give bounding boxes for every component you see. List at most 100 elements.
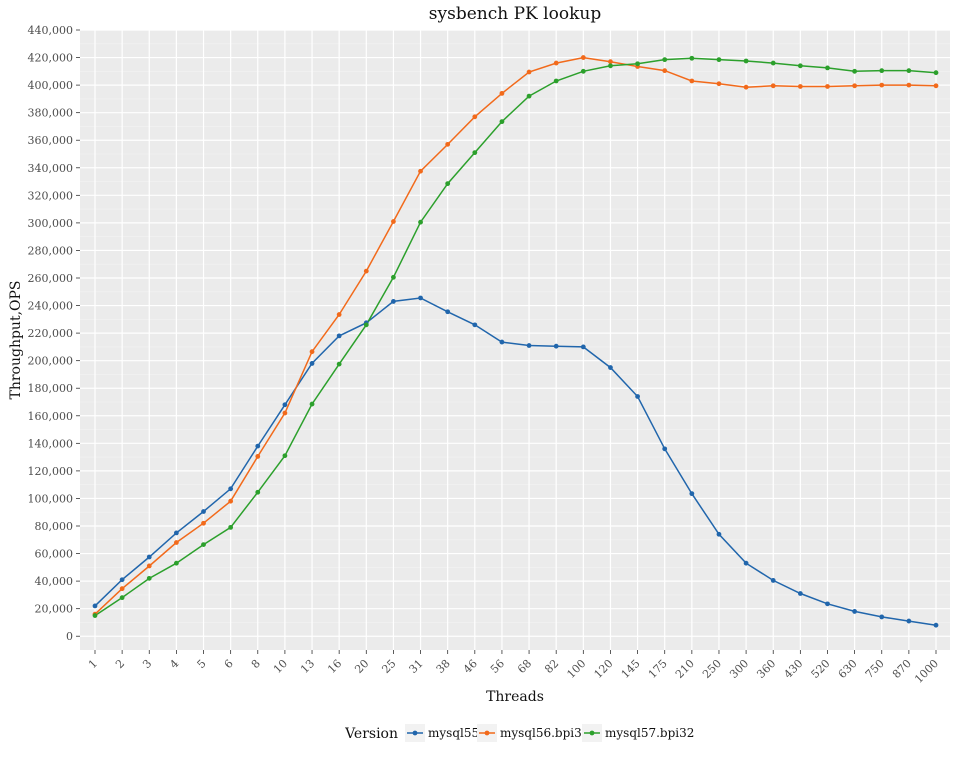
plot-panel (80, 30, 950, 650)
data-point-mysql55 (906, 618, 912, 624)
data-point-mysql55 (608, 365, 613, 370)
data-point-mysql56-bpi32 (445, 141, 451, 147)
y-tick-label: 100,000 (28, 492, 74, 505)
data-point-mysql55 (825, 601, 830, 607)
y-tick-label: 180,000 (28, 382, 74, 395)
data-point-mysql56-bpi32 (173, 540, 179, 545)
data-point-mysql57-bpi32 (797, 63, 803, 69)
y-tick-label: 300,000 (28, 217, 74, 230)
data-point-mysql57-bpi32 (445, 181, 451, 187)
y-tick-label: 60,000 (35, 548, 74, 561)
y-tick-label: 360,000 (28, 134, 74, 147)
data-point-mysql57-bpi32 (146, 575, 152, 581)
x-axis: 1 2 3 4 5 6 8 10 13 16 20 25 31 38 46 56 68 82 100 120 145 17… (86, 650, 941, 686)
data-point-mysql55 (635, 394, 640, 399)
x-tick-label: 175 (646, 657, 670, 681)
x-tick-label: 56 (488, 657, 507, 676)
y-axis-title: Throughput,OPS (8, 280, 24, 399)
data-point-mysql57-bpi32 (825, 65, 830, 71)
legend-label-mysql55: mysql55 (428, 726, 479, 740)
data-point-mysql57-bpi32 (119, 595, 125, 601)
y-tick-label: 80,000 (35, 520, 74, 533)
x-tick-label: 8 (249, 657, 263, 671)
data-point-mysql57-bpi32 (635, 61, 640, 67)
data-point-mysql57-bpi32 (282, 453, 288, 459)
series-line-mysql56-bpi32 (94, 56, 937, 615)
data-point-mysql55 (662, 446, 668, 452)
x-tick-label: 630 (836, 657, 860, 681)
data-point-mysql56-bpi32 (852, 83, 858, 89)
data-point-mysql56-bpi32 (608, 59, 613, 65)
data-point-mysql57-bpi32 (336, 361, 342, 367)
legend-point-mysql56-bpi32 (484, 730, 490, 736)
data-point-mysql57-bpi32 (228, 524, 234, 530)
data-point-mysql55 (282, 402, 288, 408)
data-point-mysql57-bpi32 (689, 55, 695, 61)
data-point-mysql55 (797, 591, 803, 596)
x-tick-label: 31 (407, 657, 426, 676)
data-point-mysql57-bpi32 (852, 68, 858, 74)
x-tick-label: 25 (379, 657, 398, 676)
data-point-mysql57-bpi32 (933, 70, 939, 76)
data-point-mysql57-bpi32 (363, 322, 369, 328)
data-point-mysql56-bpi32 (580, 55, 586, 60)
x-tick-label: 100 (564, 657, 588, 681)
data-point-mysql57-bpi32 (608, 63, 613, 69)
data-point-mysql55 (201, 509, 206, 514)
x-tick-label: 16 (325, 657, 344, 676)
data-point-mysql55 (92, 603, 98, 609)
data-point-mysql57-bpi32 (553, 78, 559, 84)
data-point-mysql55 (526, 343, 532, 348)
data-point-mysql55 (255, 443, 261, 449)
y-tick-label: 140,000 (28, 437, 74, 450)
x-tick-label: 46 (461, 657, 480, 676)
legend-label-mysql57-bpi32: mysql57.bpi32 (605, 726, 694, 740)
data-point-mysql57-bpi32 (391, 274, 396, 280)
data-point-mysql56-bpi32 (119, 586, 125, 592)
data-point-mysql57-bpi32 (580, 68, 586, 74)
data-point-mysql56-bpi32 (228, 498, 234, 504)
series-line-mysql55 (94, 297, 937, 626)
series-line-mysql57-bpi32 (94, 57, 937, 617)
data-point-mysql55 (933, 622, 939, 628)
data-point-mysql55 (553, 343, 559, 349)
data-point-mysql56-bpi32 (282, 410, 288, 416)
x-tick-label: 3 (140, 657, 154, 671)
x-tick-label: 300 (727, 657, 751, 681)
series-lines (94, 56, 937, 626)
x-tick-label: 2 (113, 657, 127, 671)
data-point-mysql56-bpi32 (770, 83, 776, 89)
data-point-mysql57-bpi32 (309, 401, 315, 407)
data-point-mysql57-bpi32 (472, 150, 478, 156)
data-point-mysql56-bpi32 (933, 83, 939, 89)
x-tick-label: 145 (619, 657, 643, 681)
x-tick-label: 750 (863, 657, 887, 681)
y-tick-label: 440,000 (28, 24, 74, 37)
data-point-mysql57-bpi32 (499, 119, 505, 125)
data-point-mysql56-bpi32 (553, 60, 559, 66)
data-point-mysql56-bpi32 (418, 168, 423, 174)
data-point-mysql56-bpi32 (201, 520, 206, 526)
legend-point-mysql55 (412, 730, 418, 736)
data-point-mysql57-bpi32 (418, 219, 423, 225)
data-point-mysql56-bpi32 (363, 268, 369, 274)
data-point-mysql55 (743, 560, 749, 566)
x-tick-label: 120 (592, 657, 616, 681)
y-tick-label: 400,000 (28, 79, 74, 92)
y-tick-label: 320,000 (28, 189, 74, 202)
x-tick-label: 38 (434, 657, 453, 676)
data-point-mysql55 (445, 309, 451, 315)
y-tick-label: 240,000 (28, 300, 74, 313)
data-point-mysql56-bpi32 (391, 219, 396, 224)
data-point-mysql57-bpi32 (173, 560, 179, 566)
data-point-mysql56-bpi32 (879, 82, 885, 88)
legend-title: Version (344, 726, 398, 742)
x-tick-label: 430 (781, 657, 805, 681)
data-point-mysql56-bpi32 (146, 563, 152, 569)
x-tick-label: 360 (754, 657, 778, 681)
data-point-mysql56-bpi32 (526, 69, 532, 75)
data-point-mysql55 (173, 530, 179, 536)
y-tick-label: 40,000 (35, 575, 74, 588)
data-point-mysql56-bpi32 (255, 454, 261, 459)
data-point-mysql57-bpi32 (201, 542, 206, 547)
